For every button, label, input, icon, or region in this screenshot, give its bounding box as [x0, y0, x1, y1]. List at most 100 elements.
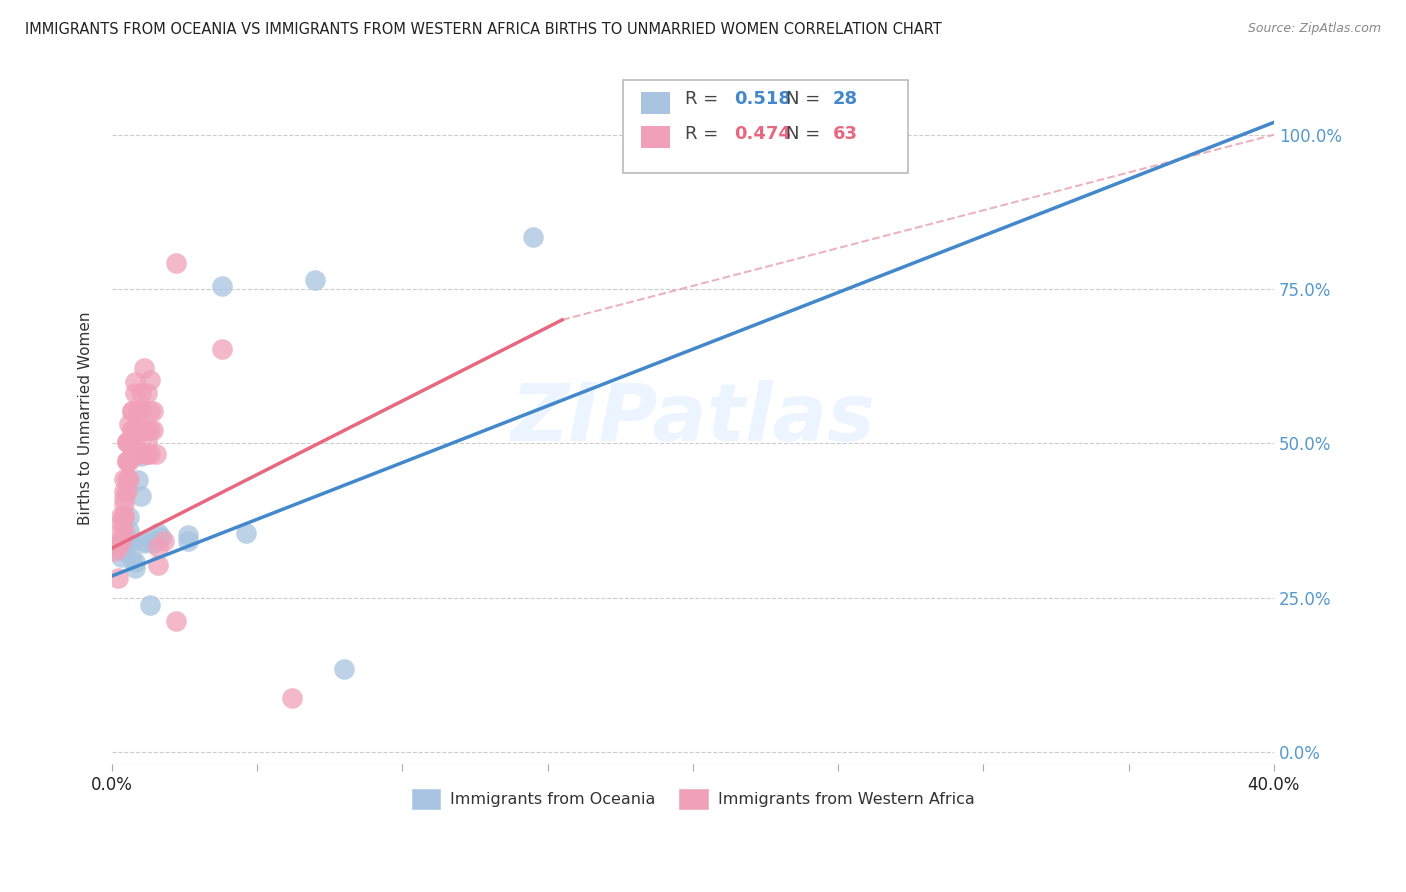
Point	[129, 404, 152, 418]
Point	[139, 598, 162, 612]
Y-axis label: Births to Unmarried Women: Births to Unmarried Women	[79, 312, 93, 525]
Point	[142, 423, 165, 437]
Point	[107, 536, 129, 550]
Text: Source: ZipAtlas.com: Source: ZipAtlas.com	[1247, 22, 1381, 36]
Point	[121, 404, 143, 418]
Point	[118, 417, 141, 431]
Point	[110, 515, 132, 529]
Point	[148, 525, 170, 540]
Point	[115, 535, 138, 549]
Text: N =: N =	[786, 90, 825, 109]
FancyBboxPatch shape	[641, 126, 669, 148]
Point	[124, 435, 146, 450]
Point	[165, 256, 187, 270]
Point	[142, 536, 165, 550]
Point	[124, 385, 146, 400]
Point	[150, 530, 173, 544]
Point	[121, 423, 143, 437]
Point	[110, 550, 132, 565]
Point	[107, 571, 129, 585]
Point	[110, 524, 132, 538]
Point	[129, 423, 152, 437]
Point	[139, 373, 162, 387]
Point	[235, 525, 257, 540]
Point	[118, 453, 141, 467]
Point	[129, 489, 152, 503]
Point	[127, 404, 149, 418]
Point	[211, 279, 233, 293]
Point	[129, 423, 152, 437]
Point	[153, 533, 176, 548]
Legend: Immigrants from Oceania, Immigrants from Western Africa: Immigrants from Oceania, Immigrants from…	[405, 782, 981, 815]
Point	[121, 423, 143, 437]
Point	[129, 449, 152, 463]
Point	[135, 447, 157, 461]
Point	[142, 404, 165, 418]
Point	[304, 273, 326, 287]
Point	[112, 509, 135, 524]
Point	[139, 404, 162, 418]
Point	[135, 435, 157, 450]
Point	[522, 229, 544, 244]
Point	[124, 561, 146, 575]
Point	[176, 533, 198, 548]
Point	[112, 535, 135, 549]
Text: 28: 28	[832, 90, 858, 109]
Point	[118, 435, 141, 450]
Point	[281, 690, 304, 705]
Point	[118, 510, 141, 524]
Point	[139, 447, 162, 461]
Point	[112, 497, 135, 511]
Point	[115, 453, 138, 467]
Point	[121, 533, 143, 548]
Text: R =: R =	[685, 90, 724, 109]
Point	[124, 555, 146, 569]
Text: R =: R =	[685, 125, 724, 143]
Point	[127, 447, 149, 461]
Point	[135, 385, 157, 400]
Point	[129, 385, 152, 400]
Point	[118, 524, 141, 538]
Point	[124, 423, 146, 437]
Point	[112, 524, 135, 538]
Point	[148, 558, 170, 573]
FancyBboxPatch shape	[641, 92, 669, 114]
Point	[142, 533, 165, 548]
Point	[112, 491, 135, 505]
Text: IMMIGRANTS FROM OCEANIA VS IMMIGRANTS FROM WESTERN AFRICA BIRTHS TO UNMARRIED WO: IMMIGRANTS FROM OCEANIA VS IMMIGRANTS FR…	[25, 22, 942, 37]
Point	[121, 552, 143, 566]
Text: 0.518: 0.518	[734, 90, 790, 109]
Point	[176, 527, 198, 541]
Point	[139, 423, 162, 437]
Point	[104, 544, 127, 558]
Point	[115, 435, 138, 450]
Text: N =: N =	[786, 125, 825, 143]
Point	[121, 441, 143, 455]
Text: 63: 63	[832, 125, 858, 143]
Point	[115, 484, 138, 499]
Point	[112, 544, 135, 558]
Point	[118, 435, 141, 450]
Point	[124, 375, 146, 389]
Point	[112, 509, 135, 524]
Point	[132, 536, 155, 550]
Point	[211, 343, 233, 357]
Point	[118, 472, 141, 486]
Point	[110, 509, 132, 524]
Text: 0.474: 0.474	[734, 125, 790, 143]
Point	[135, 423, 157, 437]
Point	[110, 533, 132, 548]
Point	[145, 447, 167, 461]
Point	[115, 472, 138, 486]
Point	[107, 538, 129, 552]
Point	[107, 540, 129, 554]
Point	[127, 473, 149, 487]
Point	[115, 435, 138, 450]
Point	[333, 661, 356, 675]
Point	[132, 361, 155, 376]
Point	[121, 404, 143, 418]
FancyBboxPatch shape	[623, 80, 908, 173]
Point	[127, 447, 149, 461]
Point	[148, 540, 170, 554]
Point	[127, 423, 149, 437]
